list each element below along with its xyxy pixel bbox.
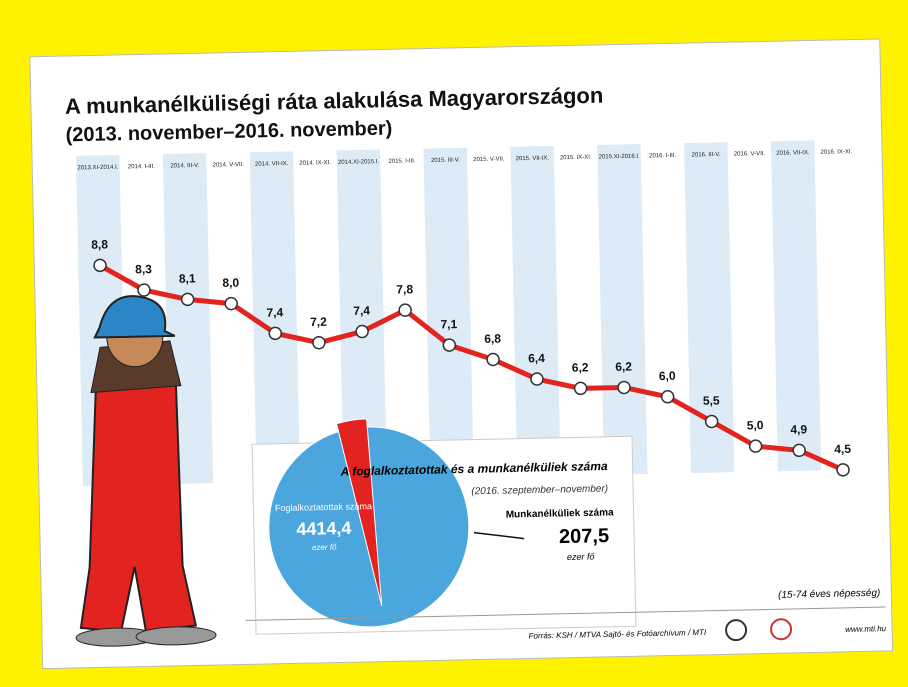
- point: [398, 303, 412, 317]
- x-tick-label: 2015.XI-2016.I.: [599, 154, 640, 161]
- pie-chart: Foglalkoztatottak száma 4414,4 ezer fő: [268, 418, 470, 628]
- column-stripe: [206, 152, 257, 484]
- line: [98, 263, 845, 473]
- point: [704, 414, 719, 429]
- data-label: 6,2: [615, 359, 632, 373]
- data-label: 5,5: [703, 393, 720, 407]
- point: [836, 463, 850, 477]
- point: [660, 390, 675, 404]
- data-label: 7,1: [440, 317, 457, 331]
- column-stripe: [423, 147, 474, 479]
- slice-name: Munkanélküliek száma: [506, 507, 614, 520]
- data-label: 6,4: [528, 351, 545, 365]
- pie-subtitle: (2016. szeptember–november): [471, 483, 608, 497]
- point: [355, 324, 369, 339]
- logo: [770, 618, 793, 641]
- data-label: 7,4: [266, 305, 283, 319]
- x-tick-label: 2015. III-V.: [431, 157, 460, 164]
- point: [180, 292, 195, 307]
- card: 2013.XI-2014.I. 2014. I-III. 2014. III-V. 2…: [29, 38, 894, 670]
- footer-rule: [245, 606, 886, 621]
- footer-url: www.mti.hu: [845, 624, 887, 634]
- point: [617, 380, 631, 395]
- point: [748, 439, 763, 453]
- slice-unit: ezer fő: [312, 543, 337, 553]
- column-stripe: [640, 143, 691, 474]
- point: [137, 283, 151, 297]
- data-label: 7,8: [396, 282, 413, 296]
- point: [792, 443, 806, 458]
- data-label: 4,5: [834, 442, 851, 456]
- x-tick-label: 2014. I-III.: [128, 164, 155, 171]
- column-stripe: [770, 140, 822, 472]
- column-stripe: [466, 146, 518, 478]
- data-label: 5,0: [747, 418, 764, 432]
- plot: 8,8 8,3 8,1 8,0 7,4 7,2 7,4 7,8 7,1 6,8 6,4 6,2 6,2 6…: [91, 237, 851, 477]
- stripes: 2013.XI-2014.I. 2014. I-III. 2014. III-V. 2…: [75, 139, 865, 486]
- point: [530, 372, 544, 386]
- x-tick-label: 2014. V-VII.: [213, 162, 245, 169]
- slice-value: 4414,4: [296, 518, 351, 539]
- point: [573, 381, 588, 396]
- data-label: 7,4: [353, 304, 370, 318]
- column-stripe: [249, 151, 301, 483]
- data-label: 8,1: [179, 271, 196, 285]
- pie-slice: [336, 418, 383, 606]
- worker-illustration: [75, 295, 217, 647]
- data-label: 8,3: [135, 262, 152, 276]
- column-stripe: [336, 149, 387, 481]
- x-tick-label: 2016. III-V.: [692, 152, 721, 159]
- data-label: 8,0: [222, 276, 239, 290]
- x-tick-label: 2015. V-VII.: [473, 156, 505, 163]
- point: [93, 258, 107, 273]
- slice-unit: ezer fő: [567, 551, 596, 562]
- column-stripe: [814, 139, 865, 471]
- x-tick-label: 2014. VII-IX.: [255, 161, 289, 168]
- x-tick-label: 2014. IX-XI.: [299, 160, 331, 167]
- x-tick-label: 2016. I-III.: [649, 153, 676, 160]
- x-tick-label: 2014. III-V.: [170, 163, 199, 170]
- column-stripe: [597, 144, 648, 475]
- data-label: 7,2: [310, 315, 327, 329]
- logo: [725, 619, 748, 642]
- pointer: [473, 531, 525, 540]
- point: [442, 338, 457, 352]
- x-tick-label: 2016. V-VII.: [734, 151, 766, 158]
- slice-value: 207,5: [559, 525, 610, 548]
- column-stripe: [553, 144, 605, 476]
- pie-title: A foglalkoztatottak és a munkanélküliek …: [340, 459, 609, 479]
- column-stripe: [684, 142, 735, 474]
- x-tick-label: 2013.XI-2014.I.: [77, 165, 118, 172]
- note: (15-74 éves népesség): [778, 588, 881, 601]
- x-tick-label: 2016. IX-XI.: [820, 149, 852, 156]
- data-label: 4,9: [790, 422, 807, 436]
- point: [486, 352, 500, 367]
- point: [312, 335, 326, 350]
- data-label: 6,0: [659, 369, 676, 383]
- data-label: 8,8: [91, 237, 108, 251]
- column-stripe: [293, 150, 344, 482]
- footer-source: Forrás: KSH / MTVA Sajtó- és Fotóarchívu…: [529, 628, 707, 641]
- point: [224, 296, 238, 311]
- x-tick-label: 2015. VII-IX.: [516, 156, 550, 163]
- column-stripe: [510, 145, 561, 477]
- column-stripe: [727, 141, 778, 473]
- x-tick-label: 2015. IX-XI.: [560, 155, 592, 162]
- slice-name: Foglalkoztatottak száma: [275, 501, 372, 513]
- point: [268, 326, 283, 341]
- data-label: 6,2: [572, 360, 589, 374]
- data-label: 6,8: [484, 332, 501, 346]
- x-tick-label: 2014.XI-2015.I.: [338, 159, 379, 166]
- x-tick-label: 2016. VII-IX.: [776, 150, 810, 157]
- x-tick-label: 2015. I-III.: [388, 158, 415, 165]
